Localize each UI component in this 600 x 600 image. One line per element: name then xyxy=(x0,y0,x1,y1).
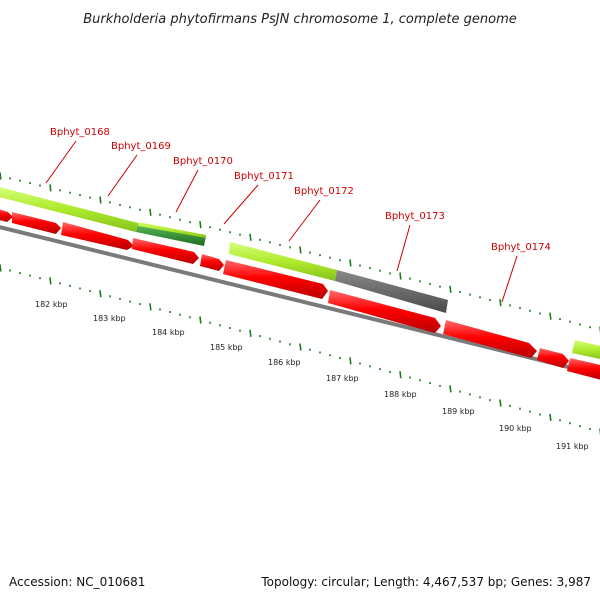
inner-tick xyxy=(549,413,552,421)
outer-tick-row xyxy=(0,172,600,334)
outer-tick xyxy=(249,233,252,241)
outer-tick xyxy=(0,172,2,180)
gene-label[interactable]: Bphyt_0173 xyxy=(385,211,445,222)
outer-tick xyxy=(299,246,302,254)
gene-label[interactable]: Bphyt_0168 xyxy=(50,127,110,138)
gene-label[interactable]: Bphyt_0169 xyxy=(111,141,171,152)
map-title: Burkholderia phytofirmans PsJN chromosom… xyxy=(83,12,517,27)
kbp-label: 189 kbp xyxy=(442,407,475,416)
outer-tick xyxy=(449,285,452,293)
inner-tick xyxy=(99,290,102,298)
gene-bar-bphyt-0173[interactable] xyxy=(335,270,448,313)
outer-tick xyxy=(99,196,102,204)
cds-arrow-8[interactable] xyxy=(443,320,537,358)
kbp-label: 191 kbp xyxy=(556,442,589,451)
kbp-label: 190 kbp xyxy=(499,424,532,433)
gene-bar-bphyt-0168[interactable] xyxy=(0,186,138,232)
gene-label[interactable]: Bphyt_0171 xyxy=(234,171,294,182)
inner-tick xyxy=(349,357,352,365)
cds-arrow-5[interactable] xyxy=(200,254,224,271)
cds-arrow-7[interactable] xyxy=(328,290,441,333)
inner-tick xyxy=(0,264,2,272)
genome-summary-text: Topology: circular; Length: 4,467,537 bp… xyxy=(260,575,591,589)
gene-bar-bphyt-0169[interactable] xyxy=(136,223,206,246)
kbp-label: 187 kbp xyxy=(326,374,359,383)
inner-tick-row xyxy=(0,264,600,436)
cds-arrow-1[interactable] xyxy=(0,208,13,222)
gene-bar-bphyt-0172[interactable] xyxy=(229,242,337,281)
cds-arrow-4[interactable] xyxy=(132,238,199,264)
kbp-label: 185 kbp xyxy=(210,343,243,352)
outer-tick xyxy=(399,272,402,280)
inner-tick xyxy=(499,399,502,407)
gene-bar-bphyt-0169-top xyxy=(138,222,206,238)
kbp-label: 184 kbp xyxy=(152,328,185,337)
outer-tick xyxy=(549,312,552,320)
outer-tick xyxy=(349,259,352,267)
outer-tick xyxy=(49,184,52,192)
kbp-label: 182 kbp xyxy=(35,300,68,309)
cds-arrow-9[interactable] xyxy=(537,348,569,368)
inner-tick xyxy=(249,329,252,337)
kbp-label: 188 kbp xyxy=(384,390,417,399)
gene-label[interactable]: Bphyt_0172 xyxy=(294,186,354,197)
inner-tick xyxy=(449,385,452,393)
gene-label-leaders xyxy=(45,140,518,303)
inner-tick xyxy=(149,303,152,311)
kbp-label: 186 kbp xyxy=(268,358,301,367)
gene-label[interactable]: Bphyt_0174 xyxy=(491,242,551,253)
cds-arrow-6[interactable] xyxy=(223,260,328,299)
inner-tick xyxy=(399,371,402,379)
inner-tick xyxy=(299,343,302,351)
inner-tick xyxy=(49,277,52,285)
gene-track xyxy=(0,186,600,360)
accession-text: Accession: NC_010681 xyxy=(9,575,145,589)
gene-labels: Bphyt_0168 Bphyt_0169 Bphyt_0170 Bphyt_0… xyxy=(50,127,551,253)
kbp-label: 183 kbp xyxy=(93,314,126,323)
cds-arrow-10[interactable] xyxy=(567,358,600,381)
gene-bar-bphyt-0174[interactable] xyxy=(572,340,600,360)
cds-track xyxy=(0,208,600,381)
outer-tick xyxy=(149,208,152,216)
kbp-labels: 182 kbp 183 kbp 184 kbp 185 kbp 186 kbp … xyxy=(35,300,589,451)
inner-tick xyxy=(199,316,202,324)
cds-arrow-2[interactable] xyxy=(12,212,61,234)
gene-label[interactable]: Bphyt_0170 xyxy=(173,156,233,167)
outer-tick xyxy=(499,299,502,307)
outer-tick xyxy=(199,221,202,229)
cds-arrow-3[interactable] xyxy=(61,222,134,250)
